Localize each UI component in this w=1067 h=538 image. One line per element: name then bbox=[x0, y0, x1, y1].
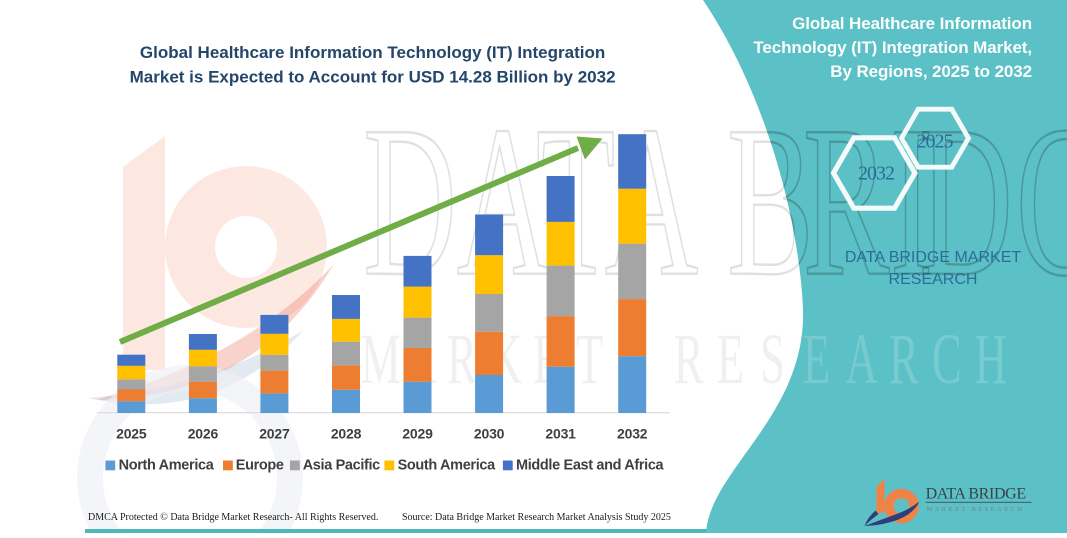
svg-text:Source: Data Bridge Market Res: Source: Data Bridge Market Research Mark… bbox=[402, 512, 671, 523]
svg-text:2029: 2029 bbox=[402, 426, 433, 442]
svg-text:C: C bbox=[932, 319, 962, 398]
svg-text:2028: 2028 bbox=[331, 426, 362, 442]
svg-text:2025: 2025 bbox=[116, 426, 147, 442]
svg-text:R: R bbox=[674, 319, 704, 398]
svg-text:Global Healthcare Information: Global Healthcare Information Technology… bbox=[140, 43, 605, 62]
svg-text:R: R bbox=[447, 319, 477, 398]
svg-text:Middle East and Africa: Middle East and Africa bbox=[516, 458, 665, 474]
svg-text:S: S bbox=[760, 319, 785, 398]
svg-text:2031: 2031 bbox=[545, 426, 576, 442]
svg-text:E: E bbox=[803, 319, 830, 398]
svg-text:R: R bbox=[803, 81, 890, 321]
svg-text:2025: 2025 bbox=[917, 130, 954, 152]
svg-text:H: H bbox=[975, 319, 1007, 398]
svg-text:2032: 2032 bbox=[858, 162, 894, 184]
svg-text:Asia Pacific: Asia Pacific bbox=[303, 458, 380, 474]
svg-text:Europe: Europe bbox=[236, 458, 284, 474]
svg-text:2027: 2027 bbox=[259, 426, 290, 442]
svg-text:DMCA Protected © Data Bridge M: DMCA Protected © Data Bridge Market Rese… bbox=[88, 512, 378, 523]
svg-text:2026: 2026 bbox=[188, 426, 219, 442]
svg-text:2032: 2032 bbox=[617, 426, 648, 442]
svg-text:E: E bbox=[717, 319, 744, 398]
svg-text:G: G bbox=[1016, 81, 1067, 321]
svg-text:T: T bbox=[576, 319, 603, 398]
svg-text:2030: 2030 bbox=[474, 426, 505, 442]
svg-text:DATA BRIDGE: DATA BRIDGE bbox=[926, 485, 1026, 502]
svg-text:Market is Expected to Account: Market is Expected to Account for USD 14… bbox=[130, 68, 616, 87]
svg-text:South America: South America bbox=[398, 458, 497, 474]
svg-text:Technology (IT) Integration Ma: Technology (IT) Integration Market, bbox=[753, 38, 1032, 57]
svg-text:A: A bbox=[846, 319, 878, 398]
svg-text:North America: North America bbox=[119, 458, 215, 474]
svg-text:By Regions, 2025 to 2032: By Regions, 2025 to 2032 bbox=[830, 62, 1032, 81]
svg-text:M: M bbox=[361, 319, 401, 398]
svg-text:DATA BRIDGE MARKET: DATA BRIDGE MARKET bbox=[845, 249, 1022, 266]
svg-text:MARKET RESEARCH: MARKET RESEARCH bbox=[927, 506, 1025, 513]
svg-text:D: D bbox=[919, 81, 1013, 321]
svg-text:RESEARCH: RESEARCH bbox=[889, 271, 978, 288]
svg-text:Global Healthcare Information: Global Healthcare Information bbox=[792, 14, 1032, 33]
svg-text:R: R bbox=[889, 319, 919, 398]
